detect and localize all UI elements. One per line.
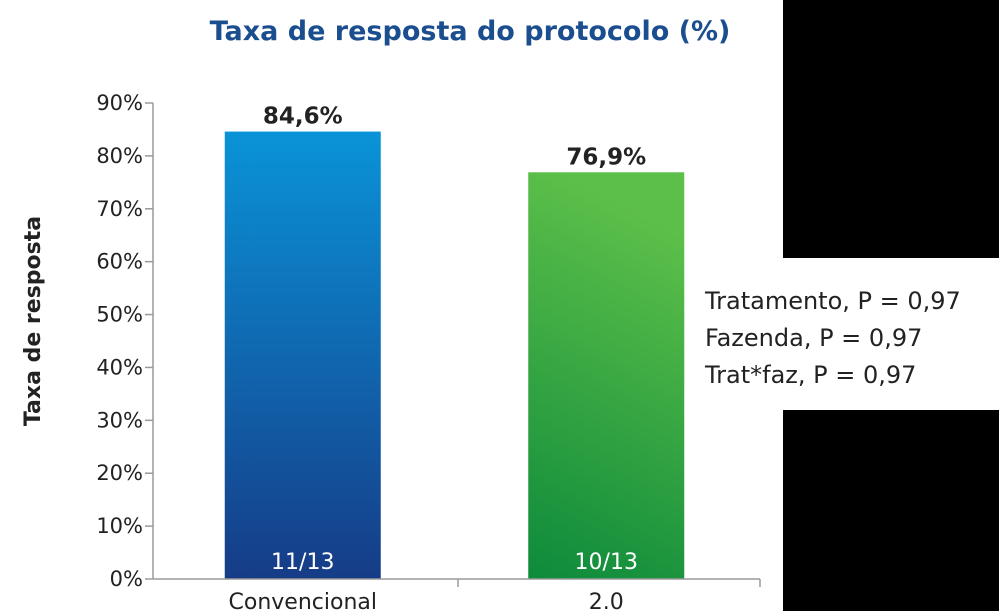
y-tick-label: 50% xyxy=(96,303,143,327)
black-panel-top xyxy=(783,0,999,258)
bar xyxy=(528,172,685,580)
stat-trat-faz: Trat*faz, P = 0,97 xyxy=(704,361,916,389)
chart-title: Taxa de resposta do protocolo (%) xyxy=(210,16,731,47)
stat-tratamento: Tratamento, P = 0,97 xyxy=(704,287,961,315)
y-tick-label: 70% xyxy=(96,197,143,221)
bar-inner-label: 10/13 xyxy=(575,550,638,575)
bars-group: 84,6% 11/13 76,9% 10/13 xyxy=(224,104,685,580)
x-axis-labels: Convencional 2.0 xyxy=(229,590,624,611)
y-tick-label: 80% xyxy=(96,144,143,168)
y-tick-label: 10% xyxy=(96,514,143,538)
x-tick-label: Convencional xyxy=(229,590,377,611)
bar xyxy=(224,131,381,579)
bar-value-label: 76,9% xyxy=(566,144,646,170)
x-tick-label: 2.0 xyxy=(589,590,624,611)
y-tick-label: 40% xyxy=(96,355,143,379)
y-tick-label: 30% xyxy=(96,408,143,432)
y-axis: 0% 10% 20% 30% 40% 50% 60% 70% 80% 90% xyxy=(96,91,153,591)
stat-fazenda: Fazenda, P = 0,97 xyxy=(705,324,922,352)
y-tick-label: 90% xyxy=(96,91,143,115)
y-tick-label: 60% xyxy=(96,250,143,274)
y-axis-label: Taxa de resposta xyxy=(21,216,46,426)
black-panel-bottom xyxy=(783,410,999,611)
y-tick-label: 0% xyxy=(110,567,143,591)
bar-inner-label: 11/13 xyxy=(271,550,334,575)
bar-value-label: 84,6% xyxy=(263,104,343,130)
y-tick-label: 20% xyxy=(96,461,143,485)
